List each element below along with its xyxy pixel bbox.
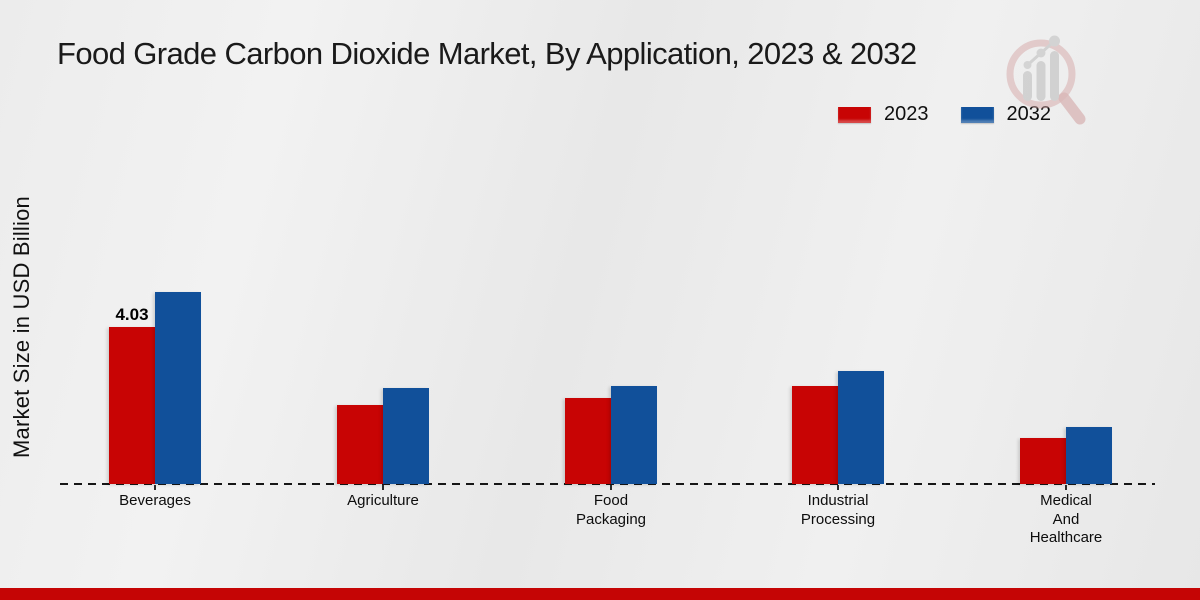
x-axis-category-label: Medical And Healthcare: [1029, 492, 1103, 546]
x-axis-tick: [837, 485, 839, 490]
legend-item-2023: 2023: [838, 103, 929, 126]
legend-item-2032: 2032: [960, 103, 1052, 126]
bar-2032-industrial-processing: [838, 371, 884, 484]
legend-swatch-2032: [960, 106, 994, 123]
x-axis-category-label: Food Packaging: [575, 492, 647, 528]
legend: 2023 2032: [838, 103, 1051, 126]
bar-2023-agriculture: [337, 405, 383, 484]
x-axis-baseline: [60, 483, 1155, 485]
x-axis-tick: [154, 485, 156, 490]
magnifier-bar-chart-logo-icon: [1006, 35, 1086, 125]
x-axis-category-label: Industrial Processing: [800, 492, 876, 528]
chart-title: Food Grade Carbon Dioxide Market, By App…: [57, 36, 917, 71]
bar-2023-beverages: [109, 327, 155, 484]
legend-label-2032: 2032: [1006, 103, 1052, 125]
bar-2032-medical-and-healthcare: [1066, 427, 1112, 484]
x-axis-category-label: Beverages: [119, 492, 191, 509]
bar-2032-food-packaging: [611, 386, 657, 484]
bar-2023-food-packaging: [565, 398, 611, 484]
bar-2032-beverages: [155, 292, 201, 484]
bar-2023-medical-and-healthcare: [1020, 438, 1066, 484]
bar-2023-industrial-processing: [792, 386, 838, 484]
x-axis-tick: [610, 485, 612, 490]
x-axis-tick: [382, 485, 384, 490]
footer-band: [0, 588, 1200, 600]
x-axis-tick: [1065, 485, 1067, 490]
x-axis-category-label: Agriculture: [347, 492, 419, 509]
bar-value-label: 4.03: [115, 305, 149, 324]
legend-swatch-2023: [838, 106, 871, 123]
legend-label-2023: 2023: [884, 103, 929, 125]
bar-2032-agriculture: [383, 388, 429, 484]
